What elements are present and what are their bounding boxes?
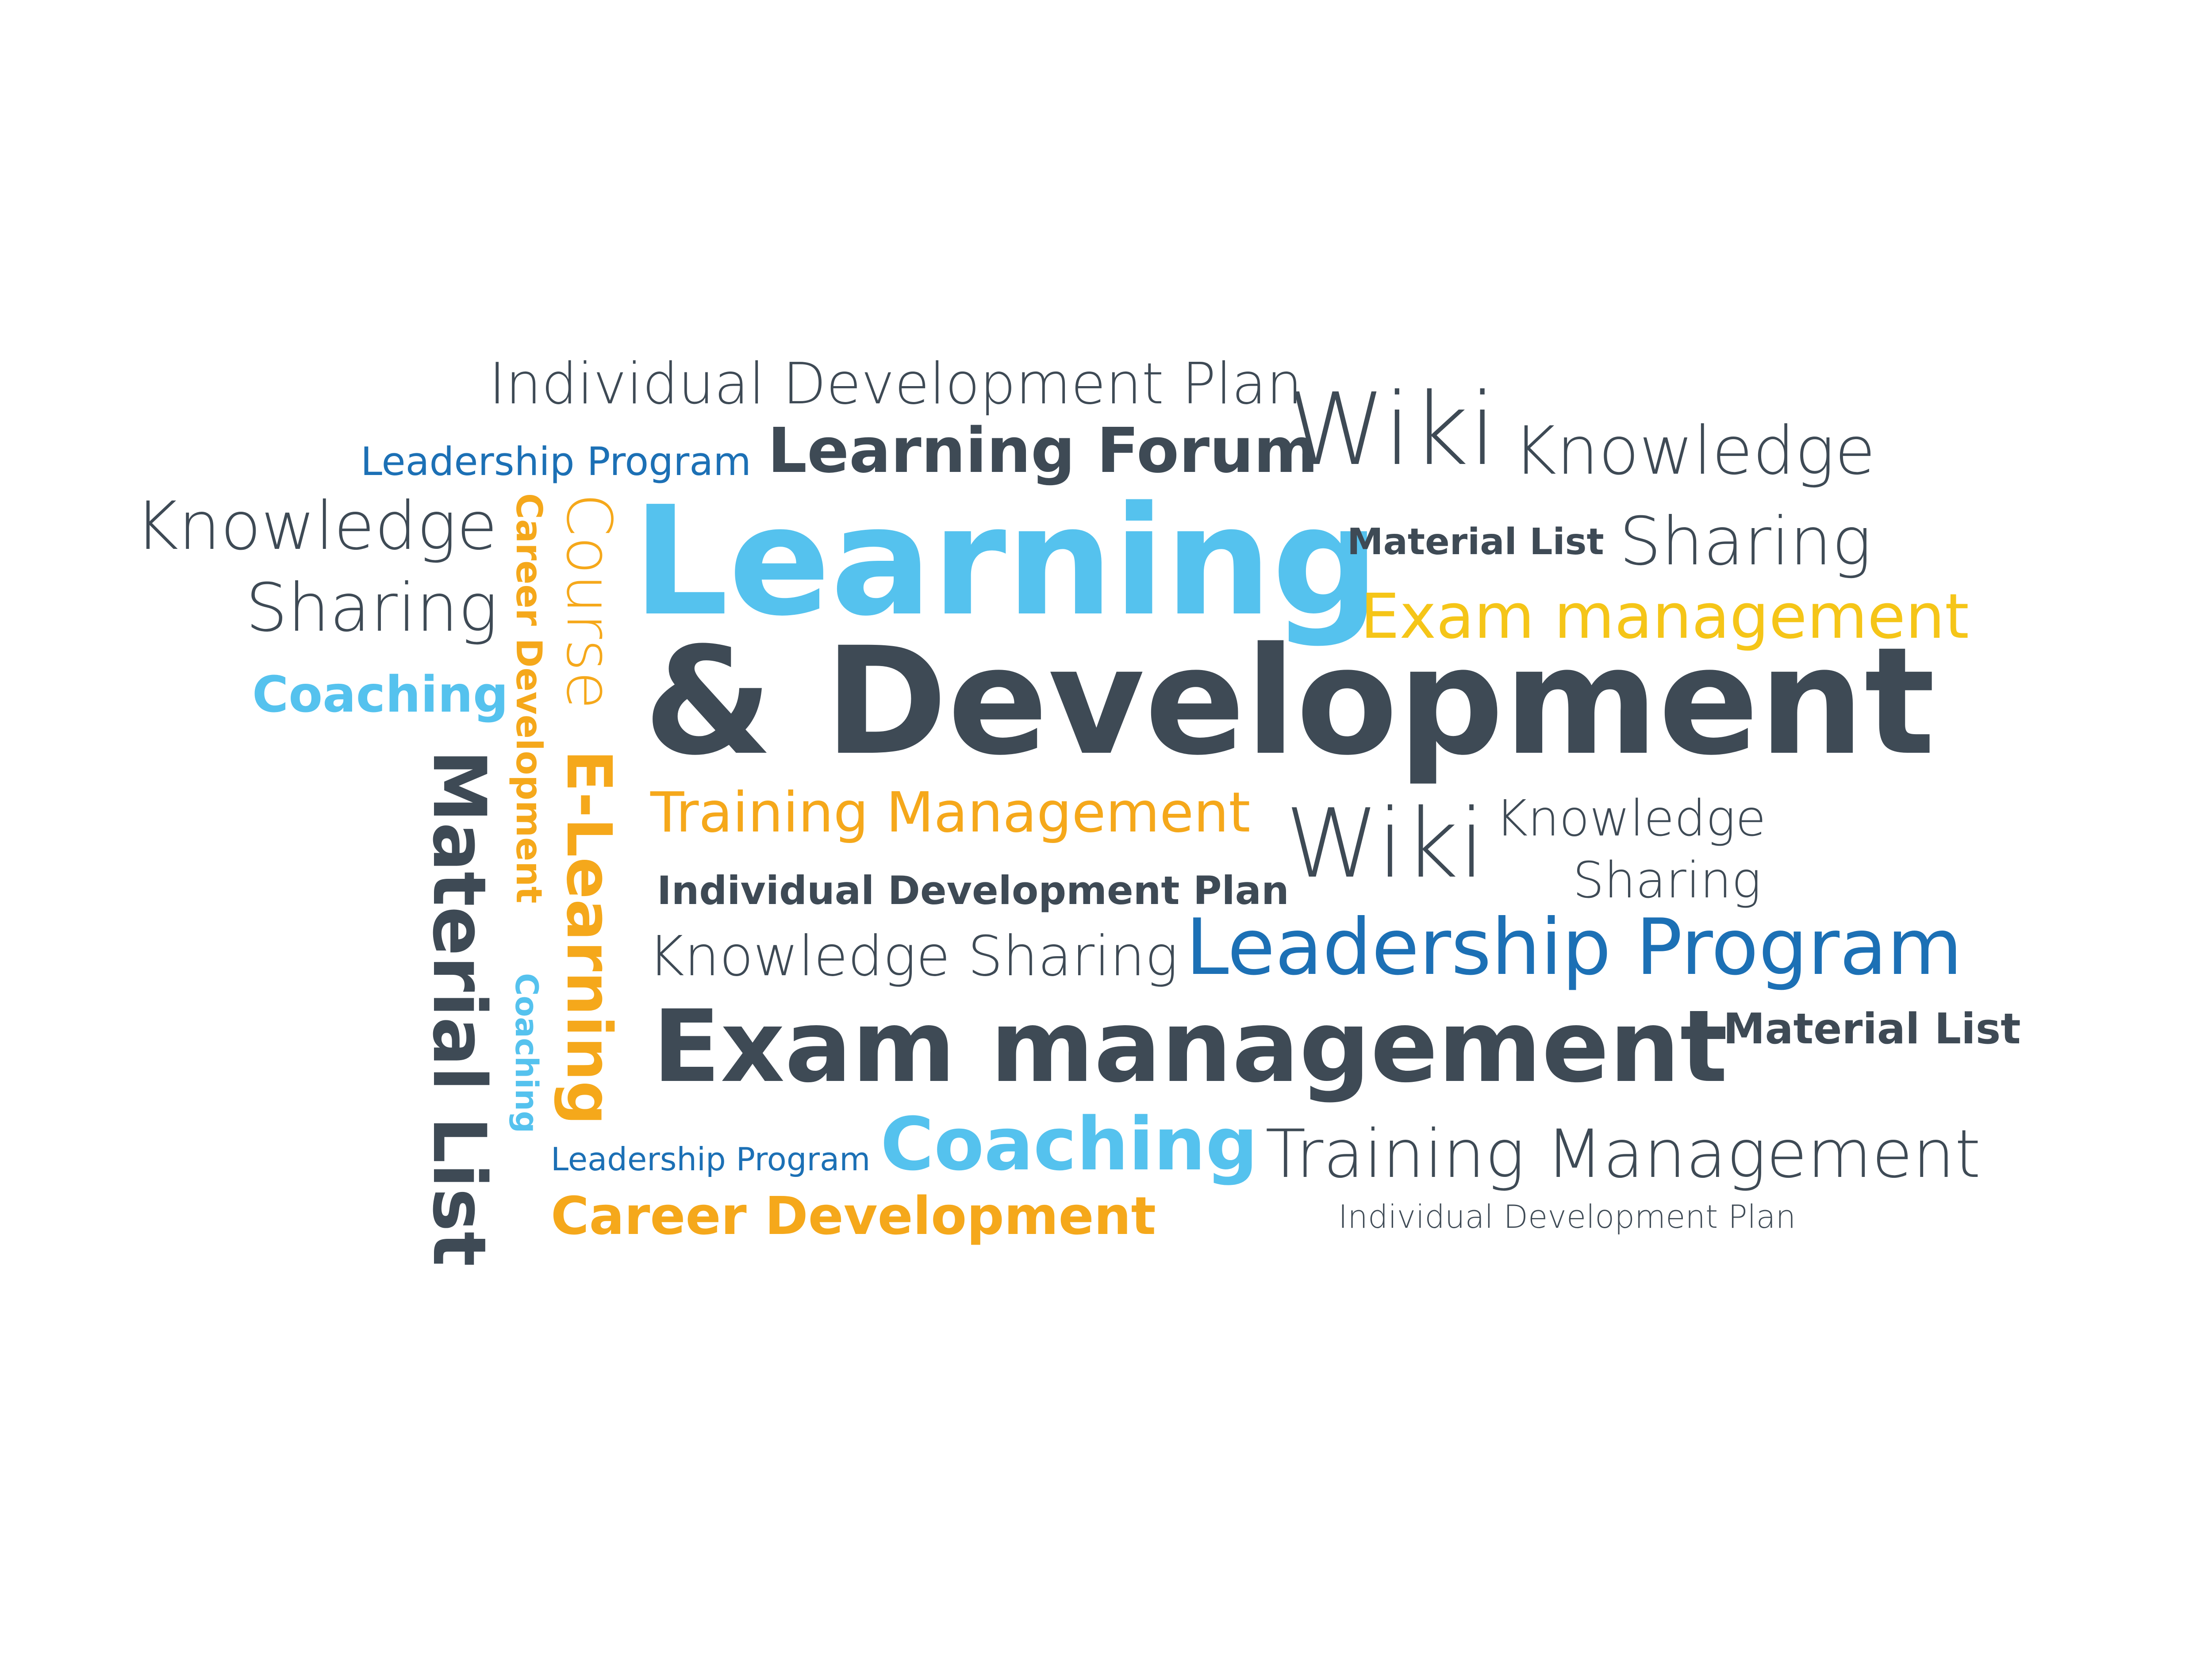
word-sharing: Sharing	[1619, 503, 1872, 580]
word-material-list: Material List	[417, 750, 502, 1267]
word-sharing: Sharing	[1573, 852, 1762, 909]
word-knowledge: Knowledge	[135, 488, 498, 565]
word-coaching: Coaching	[880, 1102, 1258, 1187]
word-coaching: Coaching	[508, 973, 545, 1133]
word-wiki: Wiki	[1285, 788, 1485, 899]
word-exam-management: Exam management	[1360, 581, 1969, 653]
word-knowledge: Knowledge	[1513, 413, 1876, 490]
word-material-list: Material List	[1723, 1005, 2021, 1054]
word-training-management: Training Management	[650, 781, 1251, 845]
word-course: Course	[553, 493, 625, 709]
word-coaching: Coaching	[252, 666, 509, 724]
word-leadership-program: Leadership Program	[361, 439, 751, 484]
word-training-management: Training Management	[1265, 1116, 1981, 1193]
word-career-development: Career Development	[551, 1185, 1156, 1246]
word-wiki: Wiki	[1287, 372, 1497, 488]
word-learning-headline: Learning	[633, 474, 1380, 649]
word-leadership-program: Leadership Program	[551, 1141, 871, 1178]
word-exam-management: Exam management	[653, 989, 1728, 1105]
word-career-development: Career Development	[508, 493, 549, 904]
word-leadership-program: Leadership Program	[1186, 903, 1962, 992]
word-knowledge-sharing: Knowledge Sharing	[648, 924, 1179, 989]
word-learning-forum: Learning Forum	[768, 415, 1318, 487]
word-individual-development-plan: Individual Development Plan	[1338, 1198, 1796, 1235]
word-material-list: Material List	[1347, 521, 1604, 563]
word-sharing: Sharing	[246, 570, 498, 647]
word-e-learning: E-Learning	[553, 750, 625, 1125]
word-development-headline: & Development	[644, 616, 1936, 788]
word-individual-development-plan: Individual Development Plan	[657, 868, 1289, 913]
word-individual-development-plan: Individual Development Plan	[489, 351, 1302, 417]
word-knowledge: Knowledge	[1495, 790, 1766, 847]
